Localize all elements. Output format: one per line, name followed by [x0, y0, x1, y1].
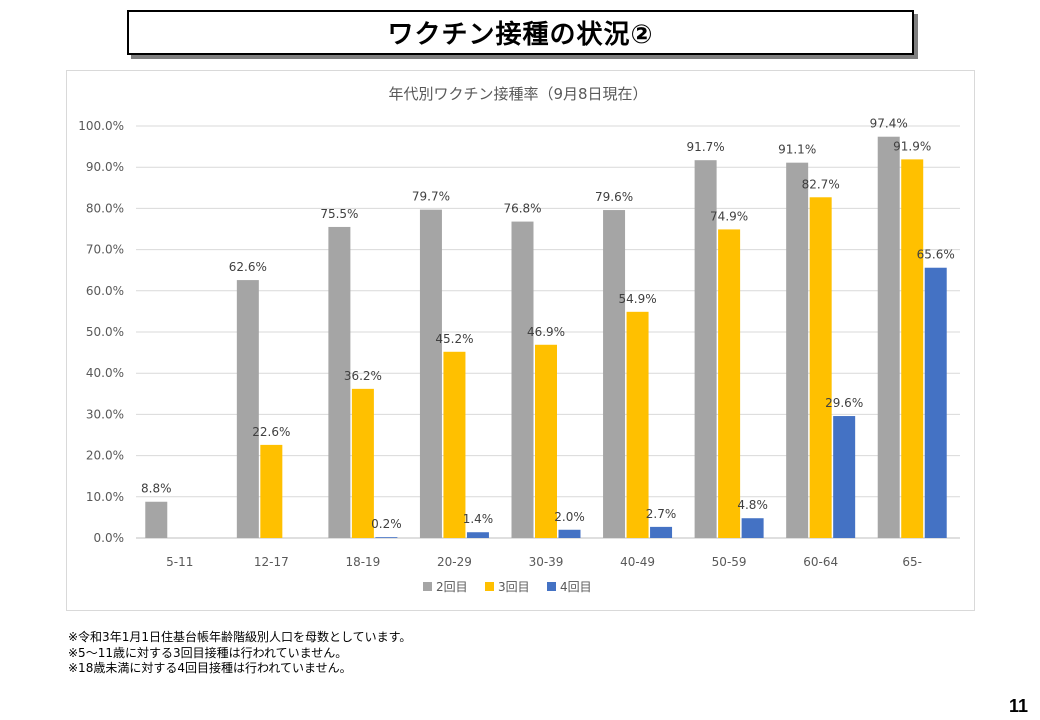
- y-tick-label: 10.0%: [86, 490, 124, 504]
- slide-title: ワクチン接種の状況②: [387, 20, 654, 50]
- bar: [786, 162, 809, 538]
- bar: [145, 501, 168, 538]
- page-number: 11: [1008, 696, 1028, 716]
- bar: [626, 311, 649, 538]
- bar: [328, 226, 351, 538]
- data-label: 82.7%: [802, 177, 840, 191]
- data-label: 97.4%: [870, 117, 908, 131]
- bar: [877, 136, 900, 538]
- data-label: 2.0%: [554, 510, 585, 524]
- x-tick-label: 65-: [902, 555, 922, 569]
- footnote: ※18歳未満に対する4回目接種は行われていません。: [68, 661, 352, 675]
- data-label: 36.2%: [344, 369, 382, 383]
- data-label: 91.7%: [687, 140, 725, 154]
- x-tick-label: 50-59: [712, 555, 747, 569]
- legend-swatch: [547, 582, 556, 591]
- legend-label: 3回目: [498, 580, 530, 594]
- bar: [236, 280, 259, 538]
- footnote: ※令和3年1月1日住基台帳年齢階級別人口を母数としています。: [68, 630, 412, 644]
- legend-label: 4回目: [560, 580, 592, 594]
- bar: [603, 210, 626, 538]
- bar: [741, 518, 764, 538]
- y-tick-label: 80.0%: [86, 201, 124, 215]
- bar: [535, 344, 557, 538]
- data-label: 0.2%: [371, 517, 402, 531]
- y-tick-label: 90.0%: [86, 160, 124, 174]
- bar: [718, 229, 741, 539]
- bar: [511, 221, 534, 539]
- chart-frame: 年代別ワクチン接種率（9月8日現在） 0.0% 10.0% 20.0% 30.0% 40.…: [66, 70, 975, 611]
- data-label: 76.8%: [503, 202, 541, 216]
- data-label: 45.2%: [435, 332, 473, 346]
- bar: [443, 351, 466, 538]
- data-label: 1.4%: [463, 512, 494, 526]
- data-label: 74.9%: [710, 209, 748, 223]
- legend-swatch: [485, 582, 494, 591]
- data-label: 75.5%: [320, 207, 358, 221]
- data-label: 62.6%: [229, 260, 267, 274]
- slide-title-box: ワクチン接種の状況②: [127, 10, 914, 55]
- bar-chart: 年代別ワクチン接種率（9月8日現在） 0.0% 10.0% 20.0% 30.0% 40.…: [78, 85, 960, 594]
- bar: [260, 444, 283, 538]
- data-label: 2.7%: [646, 507, 677, 521]
- bar: [419, 209, 442, 539]
- data-label: 91.9%: [893, 139, 931, 153]
- data-label: 29.6%: [825, 396, 863, 410]
- data-label: 79.6%: [595, 190, 633, 204]
- bar: [694, 160, 717, 539]
- bar: [351, 388, 374, 538]
- bar: [809, 197, 832, 538]
- data-label: 65.6%: [917, 248, 955, 262]
- data-label: 22.6%: [252, 425, 290, 439]
- y-tick-label: 40.0%: [86, 366, 124, 380]
- legend-label: 2回目: [436, 580, 468, 594]
- legend-swatch: [423, 582, 432, 591]
- data-label: 91.1%: [778, 143, 816, 157]
- y-tick-label: 70.0%: [86, 243, 124, 257]
- x-tick-label: 18-19: [345, 555, 380, 569]
- y-tick-label: 0.0%: [94, 531, 125, 545]
- y-tick-label: 50.0%: [86, 325, 124, 339]
- bar: [924, 267, 947, 538]
- y-tick-label: 60.0%: [86, 284, 124, 298]
- x-tick-label: 60-64: [803, 555, 838, 569]
- data-label: 79.7%: [412, 190, 450, 204]
- bar: [375, 537, 398, 538]
- footnotes: ※令和3年1月1日住基台帳年齢階級別人口を母数としています。 ※5～11歳に対す…: [68, 630, 411, 677]
- bar: [650, 526, 673, 538]
- bar: [466, 532, 489, 538]
- data-label: 54.9%: [618, 292, 656, 306]
- x-tick-label: 20-29: [437, 555, 472, 569]
- x-tick-label: 40-49: [620, 555, 655, 569]
- bar: [558, 529, 581, 538]
- y-tick-label: 30.0%: [86, 407, 124, 421]
- bar: [833, 416, 856, 538]
- chart-title: 年代別ワクチン接種率（9月8日現在）: [388, 85, 647, 103]
- y-tick-label: 20.0%: [86, 449, 124, 463]
- data-label: 8.8%: [141, 482, 172, 496]
- data-label: 46.9%: [527, 325, 565, 339]
- footnote: ※5～11歳に対する3回目接種は行われていません。: [68, 645, 348, 660]
- x-tick-label: 5-11: [166, 555, 193, 569]
- data-label: 4.8%: [737, 498, 768, 512]
- bar: [901, 159, 924, 538]
- x-tick-label: 30-39: [529, 555, 564, 569]
- y-tick-label: 100.0%: [78, 119, 124, 133]
- x-tick-label: 12-17: [254, 555, 289, 569]
